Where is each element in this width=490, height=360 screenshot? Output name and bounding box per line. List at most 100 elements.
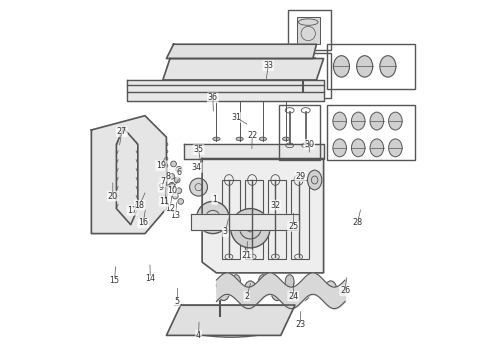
Circle shape — [176, 166, 182, 172]
Text: 23: 23 — [295, 320, 305, 329]
Text: 10: 10 — [167, 186, 177, 195]
Text: 21: 21 — [242, 251, 252, 260]
Ellipse shape — [159, 90, 173, 95]
Text: 9: 9 — [158, 183, 164, 192]
Text: 8: 8 — [166, 172, 171, 181]
Text: 5: 5 — [174, 297, 180, 306]
Text: 19: 19 — [156, 161, 166, 170]
Ellipse shape — [298, 281, 310, 301]
Circle shape — [171, 161, 176, 167]
Ellipse shape — [357, 56, 373, 77]
Ellipse shape — [389, 139, 402, 157]
Ellipse shape — [288, 83, 302, 88]
Bar — [327, 44, 415, 89]
Polygon shape — [163, 59, 323, 80]
Circle shape — [178, 199, 184, 204]
Bar — [292, 180, 309, 258]
Text: 16: 16 — [138, 219, 148, 228]
Ellipse shape — [138, 90, 152, 95]
Ellipse shape — [202, 90, 217, 95]
Text: 6: 6 — [176, 168, 181, 177]
Circle shape — [197, 202, 229, 234]
Ellipse shape — [283, 137, 290, 141]
Ellipse shape — [223, 83, 238, 88]
Text: 12: 12 — [165, 204, 175, 213]
Circle shape — [107, 128, 140, 160]
Text: 34: 34 — [192, 163, 202, 172]
Text: 35: 35 — [194, 145, 204, 154]
Circle shape — [169, 183, 174, 188]
Circle shape — [176, 188, 182, 194]
Text: 31: 31 — [231, 113, 241, 122]
Ellipse shape — [370, 112, 384, 130]
Bar — [279, 105, 320, 160]
Bar — [245, 180, 263, 258]
Ellipse shape — [333, 56, 349, 77]
Ellipse shape — [244, 281, 257, 301]
Text: 1: 1 — [212, 195, 217, 204]
Bar — [281, 53, 331, 98]
Text: 24: 24 — [288, 292, 298, 301]
Ellipse shape — [380, 56, 396, 77]
Bar — [327, 105, 415, 160]
Bar — [288, 10, 331, 50]
Text: 2: 2 — [244, 292, 249, 301]
Polygon shape — [202, 158, 323, 273]
Ellipse shape — [312, 275, 321, 289]
Circle shape — [169, 174, 174, 179]
Ellipse shape — [245, 90, 259, 95]
Bar — [292, 57, 315, 75]
Polygon shape — [92, 116, 167, 234]
Ellipse shape — [213, 137, 220, 141]
Text: 18: 18 — [135, 201, 145, 210]
Text: 29: 29 — [295, 172, 305, 181]
Ellipse shape — [202, 83, 217, 88]
Text: 11: 11 — [160, 197, 170, 206]
Bar — [297, 18, 320, 44]
Ellipse shape — [370, 139, 384, 157]
Circle shape — [145, 171, 163, 189]
Circle shape — [231, 208, 270, 248]
Text: 17: 17 — [127, 206, 138, 215]
Text: 25: 25 — [288, 222, 298, 231]
Ellipse shape — [259, 137, 267, 141]
Ellipse shape — [181, 83, 195, 88]
Text: 33: 33 — [263, 61, 273, 70]
Text: 28: 28 — [352, 219, 363, 228]
Circle shape — [217, 282, 223, 289]
Ellipse shape — [351, 112, 365, 130]
Ellipse shape — [285, 275, 294, 289]
Polygon shape — [127, 80, 323, 102]
Polygon shape — [192, 214, 298, 230]
Circle shape — [247, 225, 254, 232]
Ellipse shape — [138, 83, 152, 88]
Circle shape — [172, 193, 178, 199]
Ellipse shape — [223, 90, 238, 95]
Bar — [222, 180, 240, 258]
Text: 26: 26 — [340, 286, 350, 295]
Ellipse shape — [267, 90, 281, 95]
Ellipse shape — [308, 170, 322, 190]
Text: 36: 36 — [208, 93, 218, 102]
Ellipse shape — [324, 281, 337, 301]
Polygon shape — [167, 44, 317, 59]
Ellipse shape — [351, 139, 365, 157]
Circle shape — [190, 178, 207, 196]
Text: 20: 20 — [108, 192, 118, 201]
Polygon shape — [184, 144, 323, 158]
Text: 13: 13 — [171, 211, 180, 220]
Ellipse shape — [333, 112, 346, 130]
Circle shape — [115, 193, 147, 225]
Ellipse shape — [159, 83, 173, 88]
Ellipse shape — [218, 281, 230, 301]
Ellipse shape — [333, 139, 346, 157]
Ellipse shape — [271, 281, 283, 301]
Ellipse shape — [288, 90, 302, 95]
Ellipse shape — [181, 90, 195, 95]
Text: 30: 30 — [304, 140, 314, 149]
Ellipse shape — [236, 137, 243, 141]
Circle shape — [174, 177, 180, 183]
Text: 22: 22 — [247, 131, 257, 140]
Ellipse shape — [245, 83, 259, 88]
Text: 14: 14 — [146, 274, 155, 283]
